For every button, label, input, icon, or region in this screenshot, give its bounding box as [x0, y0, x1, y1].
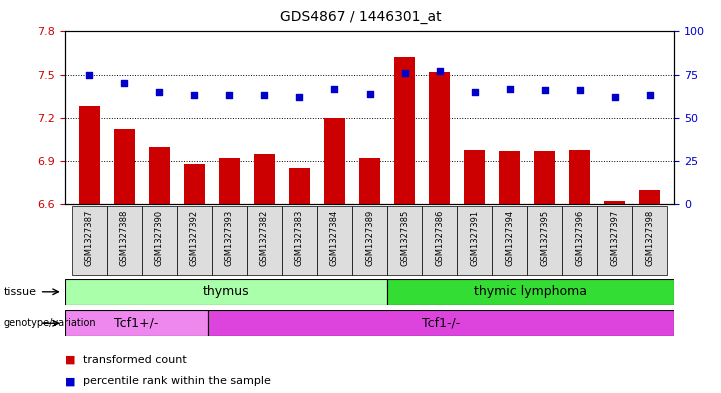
Text: GSM1327384: GSM1327384	[330, 210, 339, 266]
Bar	[359, 158, 380, 204]
Point	[504, 85, 516, 92]
Text: GSM1327392: GSM1327392	[190, 210, 199, 266]
FancyBboxPatch shape	[387, 279, 674, 305]
Point	[119, 80, 131, 86]
Bar	[254, 154, 275, 204]
Point	[469, 89, 480, 95]
Bar	[464, 150, 485, 204]
Bar	[639, 190, 660, 204]
Text: GDS4867 / 1446301_at: GDS4867 / 1446301_at	[280, 10, 441, 24]
Point	[364, 90, 376, 97]
Bar	[114, 129, 135, 204]
Text: ■: ■	[65, 354, 76, 365]
Bar	[289, 168, 310, 204]
Point	[539, 87, 550, 94]
FancyBboxPatch shape	[457, 206, 492, 275]
FancyBboxPatch shape	[65, 279, 387, 305]
Text: thymic lymphoma: thymic lymphoma	[474, 285, 588, 298]
Point	[644, 92, 655, 99]
FancyBboxPatch shape	[632, 206, 667, 275]
Bar	[499, 151, 520, 204]
Text: GSM1327387: GSM1327387	[85, 210, 94, 266]
FancyBboxPatch shape	[208, 310, 674, 336]
Bar	[394, 57, 415, 204]
FancyBboxPatch shape	[72, 206, 107, 275]
Text: thymus: thymus	[203, 285, 249, 298]
Bar	[219, 158, 240, 204]
Bar	[569, 150, 590, 204]
Bar	[79, 107, 100, 204]
Text: genotype/variation: genotype/variation	[4, 318, 96, 328]
Text: GSM1327382: GSM1327382	[260, 210, 269, 266]
Bar	[324, 118, 345, 204]
Point	[189, 92, 200, 99]
Point	[399, 70, 410, 76]
Text: GSM1327396: GSM1327396	[575, 210, 584, 266]
Bar	[604, 202, 625, 204]
Text: GSM1327390: GSM1327390	[155, 210, 164, 266]
Text: tissue: tissue	[4, 287, 37, 297]
Point	[84, 72, 95, 78]
Text: GSM1327398: GSM1327398	[645, 210, 654, 266]
Point	[293, 94, 305, 100]
FancyBboxPatch shape	[527, 206, 562, 275]
Text: GSM1327389: GSM1327389	[365, 210, 374, 266]
Text: GSM1327395: GSM1327395	[540, 210, 549, 266]
Point	[154, 89, 165, 95]
Text: GSM1327393: GSM1327393	[225, 210, 234, 266]
Point	[259, 92, 270, 99]
Text: percentile rank within the sample: percentile rank within the sample	[83, 376, 271, 386]
Text: GSM1327391: GSM1327391	[470, 210, 479, 266]
Text: transformed count: transformed count	[83, 354, 187, 365]
FancyBboxPatch shape	[422, 206, 457, 275]
Text: GSM1327388: GSM1327388	[120, 210, 129, 266]
FancyBboxPatch shape	[65, 310, 208, 336]
Text: GSM1327386: GSM1327386	[435, 210, 444, 266]
Text: Tcf1+/-: Tcf1+/-	[115, 317, 159, 330]
FancyBboxPatch shape	[317, 206, 352, 275]
FancyBboxPatch shape	[282, 206, 317, 275]
FancyBboxPatch shape	[352, 206, 387, 275]
FancyBboxPatch shape	[247, 206, 282, 275]
FancyBboxPatch shape	[142, 206, 177, 275]
Point	[329, 85, 340, 92]
Point	[609, 94, 620, 100]
Point	[574, 87, 585, 94]
FancyBboxPatch shape	[177, 206, 212, 275]
FancyBboxPatch shape	[492, 206, 527, 275]
Bar	[429, 72, 450, 204]
Point	[434, 68, 446, 74]
FancyBboxPatch shape	[562, 206, 597, 275]
FancyBboxPatch shape	[212, 206, 247, 275]
Text: GSM1327383: GSM1327383	[295, 210, 304, 266]
Bar	[149, 147, 170, 204]
Point	[224, 92, 235, 99]
Text: Tcf1-/-: Tcf1-/-	[422, 317, 460, 330]
Bar	[184, 164, 205, 204]
Text: GSM1327385: GSM1327385	[400, 210, 409, 266]
FancyBboxPatch shape	[597, 206, 632, 275]
Bar	[534, 151, 555, 204]
FancyBboxPatch shape	[107, 206, 142, 275]
Text: GSM1327394: GSM1327394	[505, 210, 514, 266]
Text: GSM1327397: GSM1327397	[610, 210, 619, 266]
FancyBboxPatch shape	[387, 206, 422, 275]
Text: ■: ■	[65, 376, 76, 386]
